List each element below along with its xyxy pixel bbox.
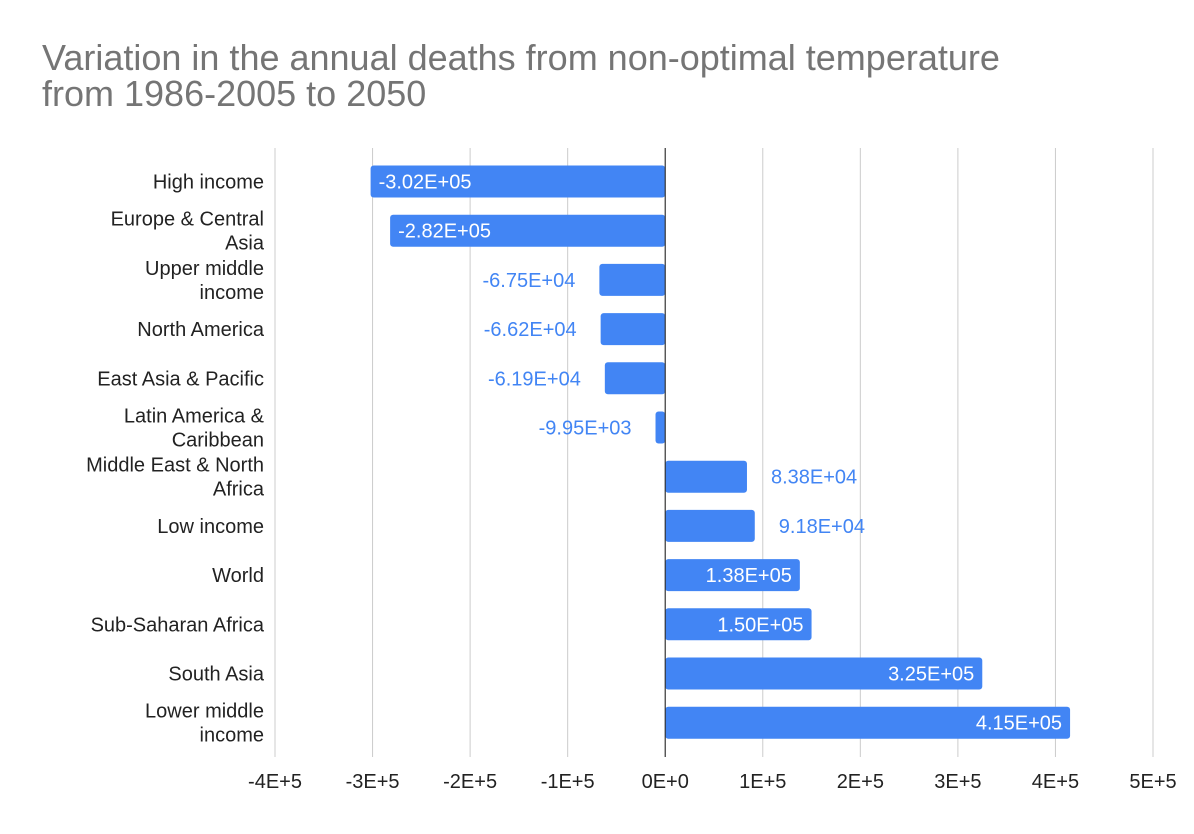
category-label: South Asia (168, 664, 265, 686)
data-label: 3.25E+05 (888, 664, 974, 686)
data-label: -9.95E+03 (539, 418, 632, 440)
category-label: Upper middle income (145, 258, 264, 304)
category-label: Latin America & Caribbean (124, 406, 265, 452)
category-label: Middle East & North Africa (86, 455, 265, 501)
data-label: -3.02E+05 (379, 172, 472, 194)
bar (665, 706, 1071, 739)
bar (390, 214, 666, 247)
data-label: 1.50E+05 (717, 614, 803, 636)
category-label: Low income (157, 516, 264, 538)
bar (370, 165, 666, 198)
category-label: High income (153, 172, 264, 194)
x-tick-label: 0E+0 (642, 771, 689, 793)
bar (604, 362, 666, 395)
category-label-line: Lower middle (145, 701, 264, 723)
bar (665, 460, 747, 493)
data-label: -6.75E+04 (483, 270, 576, 292)
bar (665, 608, 812, 641)
category-label-line: Upper middle (145, 258, 264, 280)
category-label: East Asia & Pacific (97, 368, 264, 390)
chart-title: Variation in the annual deaths from non-… (42, 37, 1000, 114)
category-label: Lower middle income (145, 701, 264, 747)
x-tick-label: -1E+5 (541, 771, 595, 793)
bar (665, 657, 983, 690)
category-label-line: Europe & Central (111, 209, 264, 231)
category-label: North America (137, 319, 265, 341)
bar (599, 263, 666, 296)
x-tick-label: 1E+5 (739, 771, 786, 793)
category-label: Sub-Saharan Africa (91, 614, 265, 636)
category-label-line: income (200, 725, 264, 747)
x-tick-label: 4E+5 (1032, 771, 1079, 793)
bar (665, 509, 755, 542)
data-label: -6.19E+04 (488, 368, 581, 390)
x-tick-label: 2E+5 (837, 771, 884, 793)
data-label: -6.62E+04 (484, 319, 577, 341)
bar (600, 313, 666, 346)
category-label-line: income (200, 282, 264, 304)
category-label: Europe & Central Asia (111, 209, 265, 255)
category-label-line: Africa (213, 479, 265, 501)
category-label-line: Caribbean (172, 430, 264, 452)
x-tick-label: -3E+5 (346, 771, 400, 793)
bar (655, 411, 666, 444)
x-tick-label: 3E+5 (934, 771, 981, 793)
data-label: 1.38E+05 (706, 565, 792, 587)
category-label-line: Latin America & (124, 406, 265, 428)
bar (665, 559, 800, 592)
x-tick-label: -2E+5 (443, 771, 497, 793)
data-label: 8.38E+04 (771, 467, 857, 489)
x-tick-label: 5E+5 (1129, 771, 1176, 793)
data-label: 4.15E+05 (976, 713, 1062, 735)
category-label-line: Middle East & North (86, 455, 264, 477)
x-tick-label: -4E+5 (248, 771, 302, 793)
category-label-line: Asia (225, 233, 265, 255)
data-label: -2.82E+05 (398, 221, 491, 243)
data-label: 9.18E+04 (779, 516, 865, 538)
category-label: World (212, 565, 264, 587)
